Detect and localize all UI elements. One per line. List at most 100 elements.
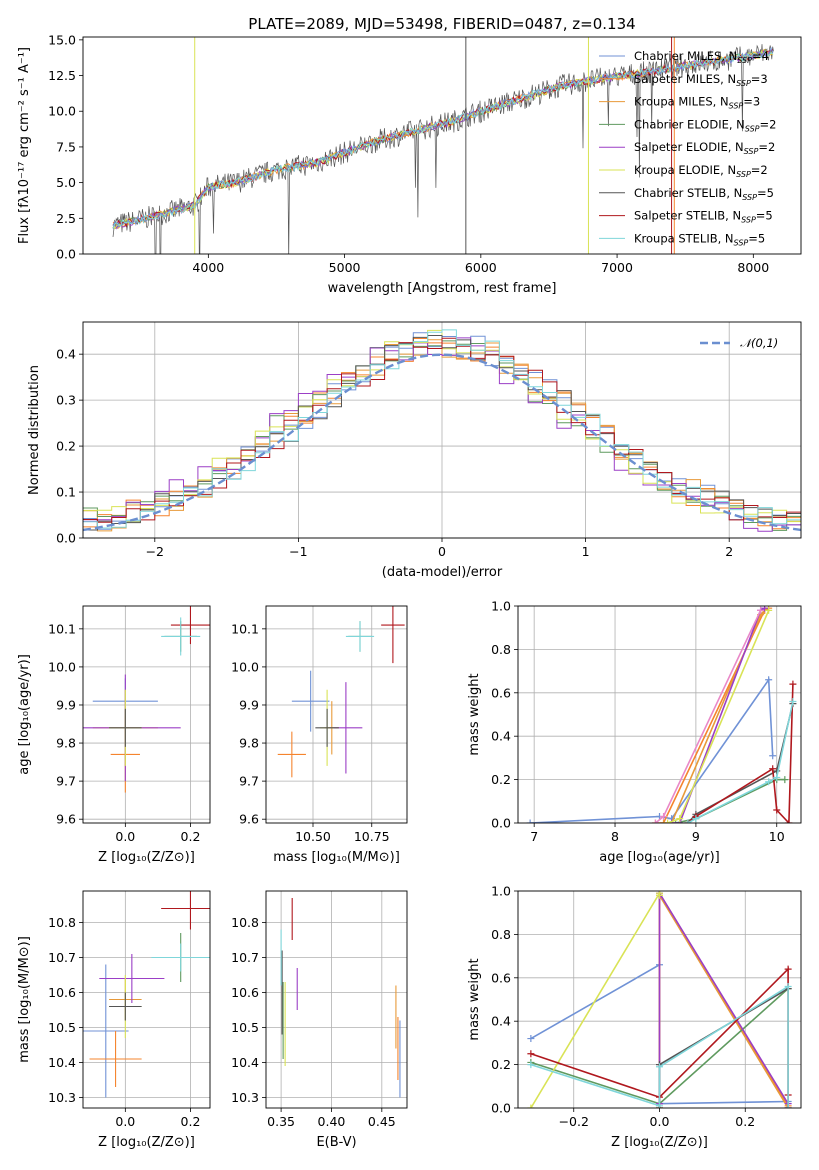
weight-line: [687, 684, 794, 823]
y-tick-label: 9.6: [56, 812, 76, 827]
panel-mass_vs_Z: 0.0 0.2 10.3 10.4 10.5 10.6 10.7 10.8 Z [log₁₀(Z…: [17, 890, 211, 1150]
x-tick-label: 0.2: [181, 829, 201, 844]
chart-title: PLATE=2089, MJD=53498, FIBERID=0487, z=0…: [248, 15, 635, 33]
weight-marker: [765, 606, 773, 614]
histogram-step: [83, 337, 801, 523]
grid-weight_vs_age: [518, 605, 801, 824]
weight-marker: [784, 982, 792, 990]
y-tick-label: 9.9: [56, 697, 76, 712]
weight-marker: [692, 815, 700, 823]
x-tick-label: 6000: [465, 260, 497, 275]
x-axis-label: Z [log₁₀(Z/Z⊙)]: [98, 1135, 195, 1150]
y-tick-label: 10.6: [48, 985, 76, 1000]
y-axis-label: mass weight: [467, 958, 482, 1040]
weight-line: [663, 609, 766, 823]
weight-line: [658, 892, 789, 1108]
y-axis-label: mass [log₁₀(M/M⊙)]: [17, 936, 32, 1063]
y-tick-label: 0.4: [491, 1014, 511, 1029]
x-tick-label: 0.35: [267, 1114, 295, 1129]
weight-marker: [761, 606, 769, 612]
y-axis-label: Flux [fλ10⁻¹⁷ erg cm⁻² s⁻¹ A⁻¹]: [17, 47, 32, 244]
y-axis-label: age [log₁₀(age/yr)]: [17, 654, 32, 775]
y-tick-label: 0.2: [491, 772, 511, 787]
weight-marker: [785, 819, 793, 823]
y-tick-label: 9.9: [239, 697, 259, 712]
weight-marker: [784, 1104, 792, 1108]
weight-marker: [651, 819, 659, 823]
weight-marker: [526, 819, 534, 823]
legend-label: Chabrier ELODIE, NSSP=2: [634, 117, 776, 133]
x-axis-label: E(B-V): [316, 1135, 356, 1150]
y-tick-label: 0.0: [56, 531, 76, 546]
weight-line: [655, 607, 770, 823]
plot-area-age_vs_Z: [83, 606, 210, 793]
y-tick-label: 10.3: [48, 1090, 76, 1105]
panel-weight_vs_Z: −0.2 0.0 0.2 0.0 0.2 0.4 0.6 0.8 1.0 Z [log₁₀(Z/Z…: [467, 884, 802, 1150]
grid-age_vs_mass: [266, 606, 407, 823]
y-tick-label: 9.8: [239, 736, 259, 751]
plot-area-weight_vs_Z: [527, 891, 792, 1108]
legend-label: Salpeter ELODIE, NSSP=2: [634, 140, 775, 156]
weight-marker: [773, 806, 781, 814]
weight-marker: [789, 680, 797, 688]
axes-frame: [517, 605, 802, 824]
weight-marker: [769, 752, 777, 760]
weight-marker: [676, 815, 684, 823]
y-tick-label: 15.0: [48, 32, 76, 47]
weight-line: [675, 778, 785, 823]
y-tick-label: 7.5: [56, 139, 76, 154]
weight-marker: [765, 676, 773, 684]
y-tick-label: 10.6: [231, 985, 259, 1000]
y-tick-label: 0.0: [491, 1101, 511, 1116]
x-tick-label: 0.2: [735, 1114, 755, 1129]
y-axis-label: Normed distribution: [27, 365, 42, 495]
legend-label: Kroupa MILES, NSSP=3: [634, 95, 760, 111]
grid-mass_vs_ebv: [266, 891, 407, 1108]
weight-marker: [527, 1104, 535, 1108]
x-axis-label: age [log₁₀(age/yr)]: [599, 850, 720, 865]
y-tick-label: 10.4: [231, 1055, 259, 1070]
x-tick-label: 0.0: [650, 1114, 670, 1129]
y-tick-label: 0.4: [56, 347, 76, 362]
axes-frame: [265, 890, 408, 1109]
weight-marker: [773, 767, 781, 775]
x-tick-label: 1: [582, 544, 590, 559]
x-tick-label: −2: [146, 544, 164, 559]
weight-marker: [781, 776, 789, 784]
x-tick-label: 9: [692, 829, 700, 844]
weight-marker: [668, 819, 676, 823]
y-tick-label: 9.7: [239, 774, 259, 789]
y-tick-label: 10.5: [231, 1020, 259, 1035]
weight-marker: [527, 1035, 535, 1043]
x-tick-label: 8: [611, 829, 619, 844]
y-tick-label: 10.0: [48, 104, 76, 119]
x-tick-label: 0.0: [115, 1114, 135, 1129]
y-tick-label: 0.2: [56, 439, 76, 454]
x-tick-label: 4000: [192, 260, 224, 275]
plot-area-spectrum: [112, 37, 774, 254]
x-tick-label: 7: [530, 829, 538, 844]
y-tick-label: 10.1: [48, 621, 76, 636]
weight-marker: [789, 697, 797, 705]
y-axis-label: mass weight: [467, 673, 482, 755]
weight-marker: [660, 819, 668, 823]
weight-line: [530, 677, 774, 823]
y-tick-label: 10.3: [231, 1090, 259, 1105]
panel-weight_vs_age: 7 8 9 10 0.0 0.2 0.4 0.6 0.8 1.0 age [log₁₀(age/yr…: [467, 599, 802, 865]
panel-residuals: −2 −1 0 1 2 0.0 0.1 0.2 0.3 0.4 (data-model)/error…: [27, 321, 802, 580]
y-tick-label: 0.0: [491, 816, 511, 831]
weight-marker: [656, 891, 663, 899]
y-tick-label: 10.5: [48, 1020, 76, 1035]
legend-label: Kroupa STELIB, NSSP=5: [634, 231, 765, 247]
y-tick-label: 10.0: [231, 659, 259, 674]
axes-frame: [517, 890, 802, 1109]
plot-area-residuals: [83, 329, 801, 532]
x-axis-label: Z [log₁₀(Z/Z⊙)]: [611, 1135, 708, 1150]
y-tick-label: 10.8: [48, 915, 76, 930]
plot-area-mass_vs_Z: [83, 891, 210, 1098]
weight-marker: [527, 1061, 535, 1069]
y-tick-label: 10.4: [48, 1055, 76, 1070]
histogram-step: [83, 337, 801, 532]
legend-label: 𝒩(0,1): [740, 336, 778, 350]
